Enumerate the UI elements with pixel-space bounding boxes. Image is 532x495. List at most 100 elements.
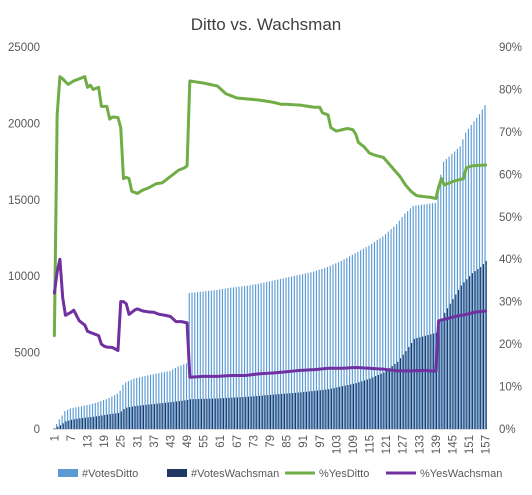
votes-wachsman-bar xyxy=(106,414,109,429)
votes-ditto-bar xyxy=(299,274,301,429)
votes-ditto-bar xyxy=(440,174,442,429)
votes-ditto-bar xyxy=(437,187,439,429)
votes-wachsman-bar xyxy=(95,416,98,429)
votes-wachsman-bar xyxy=(366,379,368,429)
x-axis-tick-label: 73 xyxy=(248,435,260,448)
x-axis-tick-label: 25 xyxy=(116,435,128,448)
votes-wachsman-bar xyxy=(76,418,78,429)
votes-wachsman-bar xyxy=(358,382,360,429)
votes-wachsman-bar xyxy=(148,404,150,429)
votes-wachsman-bar xyxy=(316,390,319,429)
votes-ditto-bar xyxy=(393,226,395,429)
votes-ditto-bar xyxy=(232,287,235,429)
right-axis-tick-label: 50% xyxy=(499,212,522,224)
votes-ditto-bar xyxy=(365,247,367,429)
votes-ditto-bar xyxy=(310,272,312,429)
votes-ditto-bar xyxy=(268,281,270,429)
votes-wachsman-bar xyxy=(57,426,59,429)
votes-ditto-bar xyxy=(420,204,423,429)
x-axis-tick-label: 151 xyxy=(464,435,476,454)
votes-ditto-bar xyxy=(108,397,110,429)
votes-ditto-bar xyxy=(161,372,163,429)
votes-wachsman-bar xyxy=(372,377,374,429)
votes-wachsman-bar xyxy=(286,393,288,429)
votes-wachsman-bar xyxy=(452,299,454,429)
votes-wachsman-bar xyxy=(344,385,346,429)
x-axis-tick-label: 121 xyxy=(381,435,393,454)
legend-swatch xyxy=(58,469,78,477)
legend-item: #VotesWachsman xyxy=(167,468,279,480)
votes-wachsman-bar xyxy=(292,393,294,429)
votes-ditto-bar xyxy=(445,159,447,429)
votes-ditto-bar xyxy=(196,292,199,429)
votes-wachsman-bar xyxy=(352,383,355,429)
votes-ditto-bar xyxy=(216,289,218,429)
votes-wachsman-bar xyxy=(206,398,208,429)
votes-wachsman-bar xyxy=(416,338,418,429)
votes-wachsman-bar xyxy=(477,269,479,429)
x-axis-tick-label: 145 xyxy=(447,435,459,454)
votes-wachsman-bar xyxy=(314,390,316,429)
votes-wachsman-bar xyxy=(397,361,399,429)
votes-ditto-bar xyxy=(371,243,373,429)
votes-ditto-bar xyxy=(448,156,450,430)
left-axis-tick-label: 10000 xyxy=(8,271,40,283)
votes-wachsman-bar xyxy=(369,378,371,429)
votes-wachsman-bar xyxy=(261,395,263,429)
votes-wachsman-bar xyxy=(350,384,352,429)
votes-wachsman-bar xyxy=(328,389,330,429)
votes-wachsman-bar xyxy=(178,401,180,429)
votes-ditto-bar xyxy=(238,286,240,429)
votes-wachsman-bar xyxy=(460,285,462,429)
votes-ditto-bar xyxy=(349,256,351,429)
votes-wachsman-bar xyxy=(482,263,485,429)
votes-ditto-bar xyxy=(91,403,94,429)
votes-wachsman-bar xyxy=(405,351,407,429)
votes-wachsman-bar xyxy=(234,397,236,429)
votes-wachsman-bar xyxy=(192,399,194,429)
right-axis-ticks: 0% 10% 20% 30% 40% 50% 60% 70% 80% 90% xyxy=(499,42,522,436)
x-axis-tick-label: 85 xyxy=(282,435,294,448)
votes-ditto-bar xyxy=(119,390,121,429)
x-axis-tick-label: 115 xyxy=(365,435,377,453)
votes-wachsman-bar xyxy=(466,279,468,429)
votes-wachsman-bar xyxy=(250,396,252,429)
votes-ditto-bar xyxy=(235,287,237,429)
legend-item: %YesWachsman xyxy=(386,468,502,480)
votes-ditto-bar xyxy=(252,284,254,429)
votes-ditto-bar xyxy=(362,248,364,429)
x-axis-tick-label: 133 xyxy=(414,435,426,454)
votes-ditto-bar xyxy=(163,371,165,429)
votes-ditto-bar xyxy=(205,291,207,429)
left-axis-tick-label: 0 xyxy=(34,424,40,436)
votes-wachsman-bar xyxy=(270,394,272,429)
votes-wachsman-bar xyxy=(112,413,114,429)
votes-ditto-bar xyxy=(55,423,58,429)
votes-ditto-bar xyxy=(136,377,138,429)
votes-ditto-bar xyxy=(116,393,118,429)
votes-ditto-bar xyxy=(296,275,298,429)
votes-wachsman-bar xyxy=(142,405,145,429)
votes-ditto-bar xyxy=(241,286,243,429)
votes-ditto-bar xyxy=(274,280,276,429)
votes-ditto-bar xyxy=(130,379,132,429)
votes-ditto-bar xyxy=(260,283,262,429)
votes-wachsman-bar xyxy=(330,388,332,429)
votes-wachsman-bar xyxy=(446,308,449,429)
votes-wachsman-bar xyxy=(413,338,415,429)
votes-wachsman-bar xyxy=(223,398,225,429)
votes-ditto-bar xyxy=(174,367,177,429)
votes-ditto-bar xyxy=(271,280,273,429)
votes-wachsman-bar xyxy=(281,393,283,429)
x-axis-ticks: 1 7 13 19 25 31 37 43 49 55 61 67 73 79 85 91 97 103 109 11… xyxy=(49,435,492,454)
votes-ditto-bar xyxy=(462,139,464,429)
votes-wachsman-bar xyxy=(54,428,56,429)
votes-ditto-bar xyxy=(100,401,102,429)
left-axis-ticks: 0 5000 10000 15000 20000 25000 xyxy=(8,42,40,436)
votes-ditto-bar xyxy=(72,407,74,429)
votes-ditto-bar xyxy=(456,148,458,429)
legend-swatch xyxy=(167,469,187,477)
votes-ditto-bar xyxy=(354,253,356,429)
votes-ditto-bar xyxy=(94,402,96,429)
votes-ditto-bar xyxy=(208,290,210,429)
